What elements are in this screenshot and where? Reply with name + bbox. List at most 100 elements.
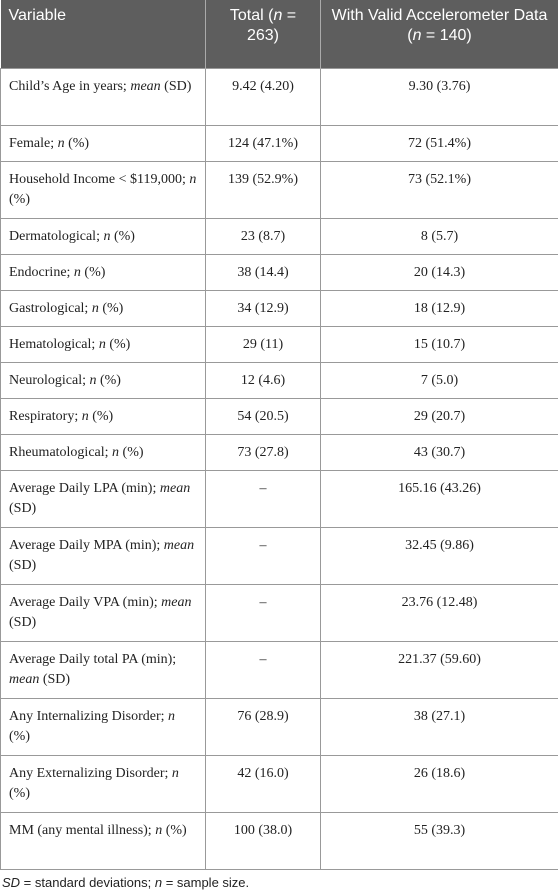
italic-run: n [91, 300, 99, 316]
text-run: Respiratory; [9, 408, 82, 424]
text-run: 54 (20.5) [237, 408, 289, 424]
text-run: Rheumatological; [9, 444, 113, 460]
text-run: 29 (20.7) [413, 408, 466, 424]
row-label: Rheumatological; n (%) [0, 433, 206, 471]
cell: 32.45 (9.86) [320, 526, 558, 585]
row-label: Any Externalizing Disorder; n (%) [0, 754, 206, 813]
cell: 38 (27.1) [320, 697, 558, 756]
text-run: 100 (38.0) [233, 822, 293, 838]
text-run: 72 (51.4%) [408, 135, 471, 151]
italic-run: n [98, 336, 106, 352]
text-run: Neurological; [9, 372, 90, 388]
text-run: (%) [110, 228, 135, 244]
cell: 54 (20.5) [205, 397, 321, 435]
header-cell: Variable [0, 0, 206, 68]
text-run: 32.45 (9.86) [405, 537, 474, 553]
text-run: (%) [9, 191, 30, 207]
text-run: 165.16 (43.26) [398, 480, 481, 496]
table-row: Female; n (%) 124 (47.1%) 72 (51.4%) [0, 124, 558, 162]
table-row: Child’s Age in years; mean (SD) 9.42 (4.2… [0, 67, 558, 126]
text-run: Any Externalizing Disorder; [9, 765, 172, 781]
cell: 12 (4.6) [205, 361, 321, 399]
text-run: = 140) [421, 27, 472, 44]
text-run: – [259, 651, 267, 667]
cell: 8 (5.7) [320, 217, 558, 255]
text-run: MM (any mental illness); [9, 822, 156, 838]
header-cell: Total (n = 263) [205, 0, 321, 68]
text-run: Total ( [229, 7, 274, 24]
text-run: = standard deviations; [20, 874, 155, 890]
text-run: 23 (8.7) [240, 228, 286, 244]
text-run: (%) [64, 135, 90, 151]
italic-run: n [154, 874, 163, 890]
text-run: 8 (5.7) [420, 228, 459, 244]
text-run: (%) [9, 785, 30, 801]
italic-run: n [89, 372, 97, 388]
cell: 43 (30.7) [320, 433, 558, 471]
table-row: Neurological; n (%) 12 (4.6) 7 (5.0) [0, 361, 558, 399]
text-run: 7 (5.0) [420, 372, 459, 388]
table-row: MM (any mental illness); n (%) 100 (38.0)… [0, 811, 558, 870]
text-run: (SD) [9, 500, 37, 516]
row-label: Average Daily total PA (min); mean (SD) [0, 640, 206, 699]
italic-run: n [155, 822, 163, 838]
cell: 42 (16.0) [205, 754, 321, 813]
table-row: Dermatological; n (%) 23 (8.7) 8 (5.7) [0, 217, 558, 255]
text-run: Average Daily MPA (min); [9, 537, 164, 553]
text-run: 139 (52.9%) [228, 171, 298, 187]
table-row: Respiratory; n (%) 54 (20.5) 29 (20.7) [0, 397, 558, 435]
cell: 73 (52.1%) [320, 160, 558, 219]
text-run: = sample size. [162, 874, 250, 890]
row-label: Household Income < $119,000; n (%) [0, 160, 206, 219]
cell: 100 (38.0) [205, 811, 321, 870]
table-row: Hematological; n (%) 29 (11) 15 (10.7) [0, 325, 558, 363]
text-run: 73 (27.8) [237, 444, 289, 460]
text-run: 9.42 (4.20) [232, 78, 294, 94]
text-run: 124 (47.1%) [228, 135, 298, 151]
text-run: Any Internalizing Disorder; [9, 708, 169, 724]
text-run: (%) [119, 444, 144, 460]
row-label: Average Daily MPA (min); mean (SD) [0, 526, 206, 585]
text-run: 76 (28.9) [237, 708, 289, 724]
text-run: 42 (16.0) [237, 765, 289, 781]
text-run: 18 (12.9) [413, 300, 466, 316]
text-run: Average Daily LPA (min); [9, 480, 160, 496]
italic-run: SD [2, 874, 21, 890]
italic-run: n [57, 135, 65, 151]
text-run: (%) [162, 822, 187, 838]
text-run: (%) [98, 300, 124, 316]
table-row: Average Daily total PA (min); mean (SD) –… [0, 640, 558, 699]
text-run: 55 (39.3) [413, 822, 466, 838]
cell: – [205, 583, 321, 642]
italic-run: mean [9, 671, 40, 687]
cell: 20 (14.3) [320, 253, 558, 291]
footnote: SD = standard deviations; n = sample siz… [0, 870, 558, 890]
italic-run: mean [161, 594, 192, 610]
cell: 18 (12.9) [320, 289, 558, 327]
text-run: (%) [88, 408, 114, 424]
cell: 139 (52.9%) [205, 160, 321, 219]
text-run: (%) [9, 728, 30, 744]
text-run: (%) [96, 372, 121, 388]
row-label: Endocrine; n (%) [0, 253, 206, 291]
text-run: – [259, 537, 267, 553]
row-label: Average Daily LPA (min); mean (SD) [0, 469, 206, 528]
text-run: (SD) [160, 78, 192, 94]
row-label: Average Daily VPA (min); mean (SD) [0, 583, 206, 642]
cell: 23.76 (12.48) [320, 583, 558, 642]
row-label: Any Internalizing Disorder; n (%) [0, 697, 206, 756]
table-row: Any Internalizing Disorder; n (%) 76 (28.… [0, 697, 558, 756]
cell: 73 (27.8) [205, 433, 321, 471]
text-run: = 263) [246, 7, 297, 44]
table-row: Gastrological; n (%) 34 (12.9) 18 (12.9) [0, 289, 558, 327]
italic-run: n [189, 171, 197, 187]
cell: 29 (20.7) [320, 397, 558, 435]
text-run: (SD) [39, 671, 71, 687]
text-run: 26 (18.6) [413, 765, 466, 781]
italic-run: n [273, 7, 283, 24]
text-run: 29 (11) [242, 336, 284, 352]
row-label: Respiratory; n (%) [0, 397, 206, 435]
text-run: Variable [8, 7, 67, 24]
cell: 9.30 (3.76) [320, 67, 558, 126]
italic-run: n [412, 27, 422, 44]
